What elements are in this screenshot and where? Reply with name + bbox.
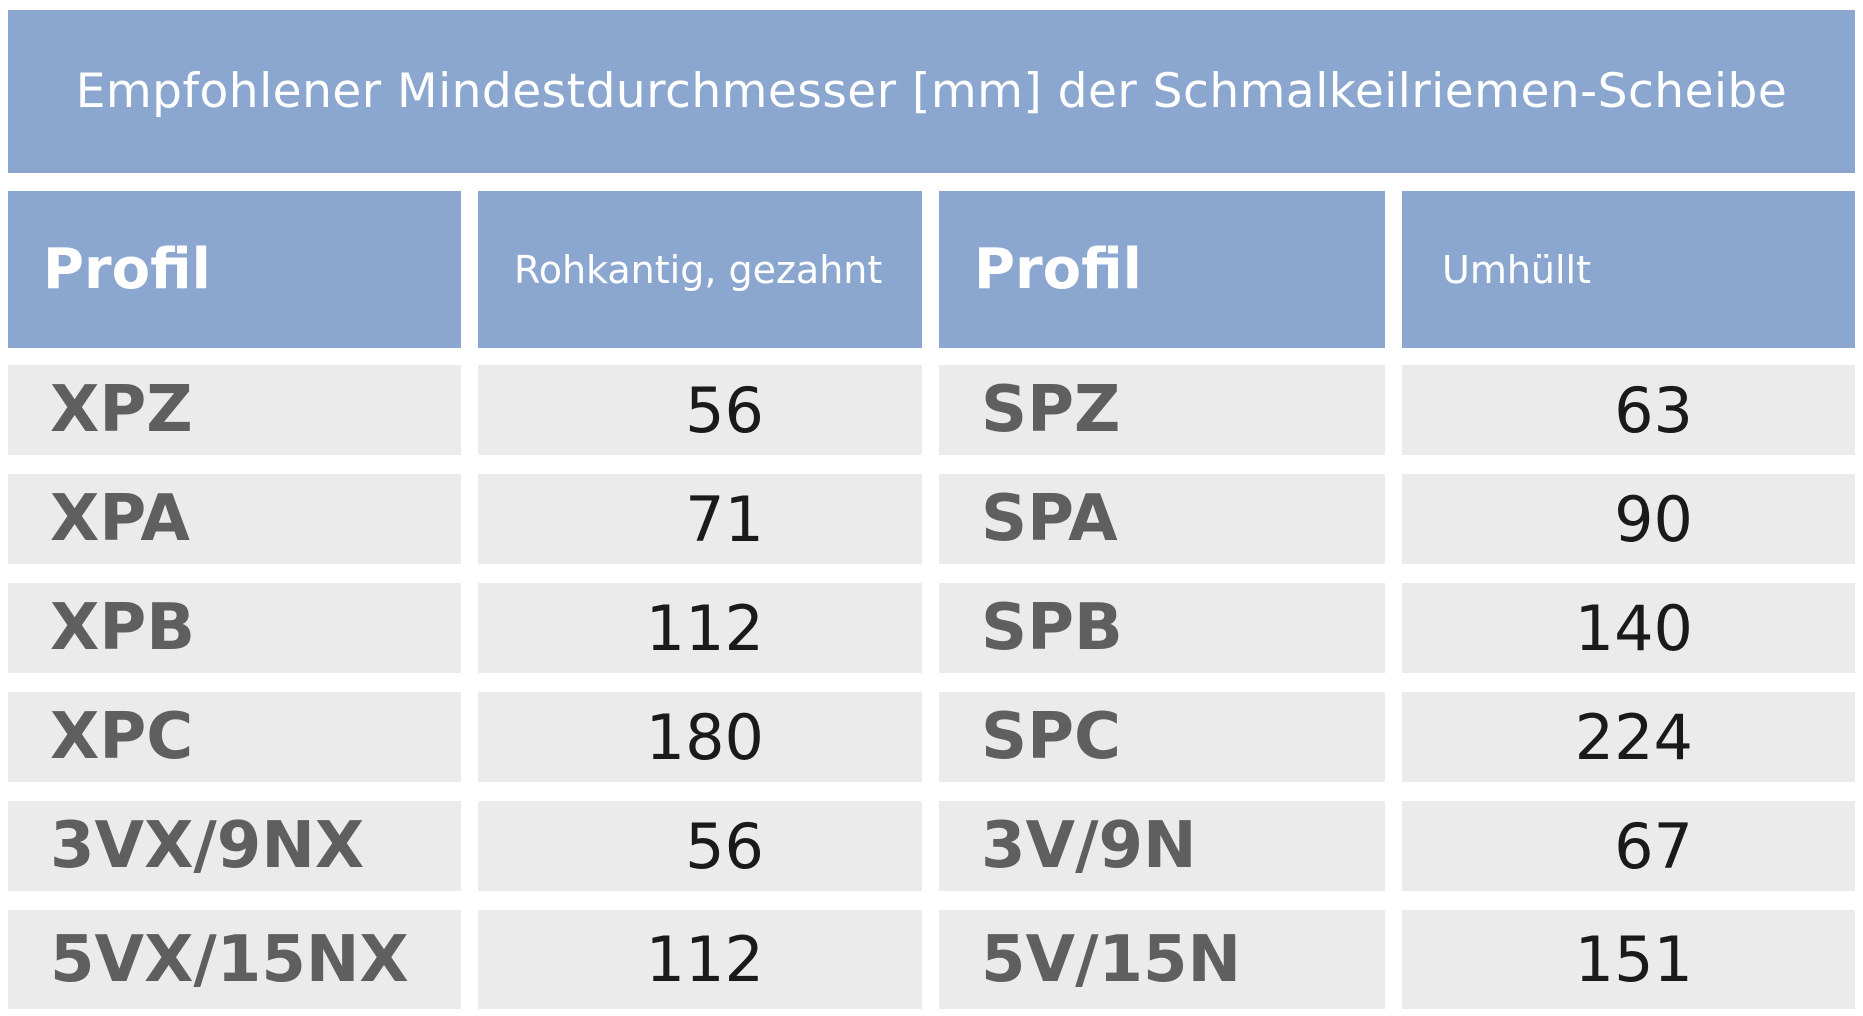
table-title: Empfohlener Mindestdurchmesser [mm] der …	[75, 64, 1788, 119]
table-row-4-profil-right: SPC	[939, 692, 1385, 782]
table-row-1-profil-right: SPZ	[939, 365, 1385, 455]
table-row-2-umhuellt: 90	[1402, 474, 1855, 564]
table-row-5-profil-left: 3VX/9NX	[8, 801, 461, 891]
table-row-5-profil-right: 3V/9N	[939, 801, 1385, 891]
table-row-3-umhuellt: 140	[1402, 583, 1855, 673]
table-row-3-rohkantig: 112	[478, 583, 922, 673]
header-rohkantig: Rohkantig, gezahnt	[478, 191, 922, 348]
table-row-1-rohkantig: 56	[478, 365, 922, 455]
table-row-5-rohkantig: 56	[478, 801, 922, 891]
table-row-2-rohkantig: 71	[478, 474, 922, 564]
table-row-4-rohkantig: 180	[478, 692, 922, 782]
header-umhuellt: Umhüllt	[1402, 191, 1855, 348]
table-row-1-profil-left: XPZ	[8, 365, 461, 455]
table-row-6-profil-left: 5VX/15NX	[8, 910, 461, 1009]
table-row-2-profil-right: SPA	[939, 474, 1385, 564]
table-row-6-umhuellt: 151	[1402, 910, 1855, 1009]
table-row-5-umhuellt: 67	[1402, 801, 1855, 891]
table-row-3-profil-left: XPB	[8, 583, 461, 673]
table-row-4-umhuellt: 224	[1402, 692, 1855, 782]
table-title-bar: Empfohlener Mindestdurchmesser [mm] der …	[8, 10, 1855, 173]
table-row-3-profil-right: SPB	[939, 583, 1385, 673]
table-row-6-rohkantig: 112	[478, 910, 922, 1009]
header-profil-left: Profil	[8, 191, 461, 348]
header-profil-right: Profil	[939, 191, 1385, 348]
table-row-4-profil-left: XPC	[8, 692, 461, 782]
table-row-2-profil-left: XPA	[8, 474, 461, 564]
table-row-6-profil-right: 5V/15N	[939, 910, 1385, 1009]
table-row-1-umhuellt: 63	[1402, 365, 1855, 455]
